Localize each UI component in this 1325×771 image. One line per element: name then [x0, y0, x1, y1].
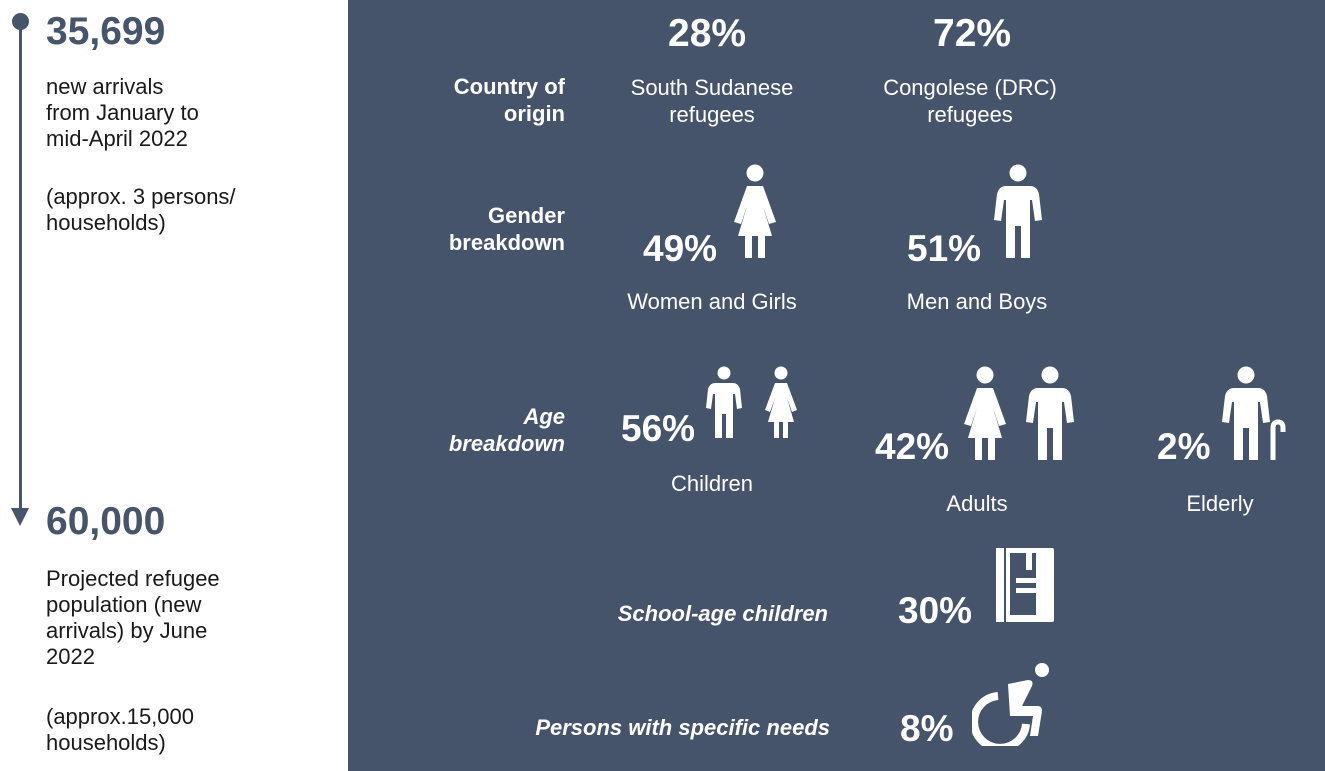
label-congolese: Congolese (DRC) refugees: [883, 75, 1057, 127]
demographics-panel: Country of origin 28% South Sudanese ref…: [348, 0, 1325, 771]
woman-icon: [734, 164, 776, 258]
arrivals-note: (approx. 3 persons/ households): [46, 184, 236, 235]
book-icon: [996, 548, 1054, 622]
arrivals-number: 35,699: [46, 10, 166, 53]
label-women: Women and Girls: [627, 289, 797, 314]
percent-adults: 42%: [875, 426, 950, 467]
row-label-school: School-age children: [617, 601, 828, 626]
projection-note: (approx.15,000 households): [46, 704, 194, 755]
label-children: Children: [671, 471, 753, 496]
timeline-arrow-icon: [11, 508, 29, 526]
percent-children: 56%: [621, 408, 696, 449]
percent-elderly: 2%: [1157, 426, 1211, 467]
label-men: Men and Boys: [906, 289, 1048, 314]
timeline-start-dot: [12, 13, 29, 30]
percent-school: 30%: [898, 590, 973, 631]
adults-icon: [964, 366, 1074, 460]
percent-women: 49%: [643, 228, 718, 269]
percent-south-sudanese: 28%: [668, 12, 747, 55]
percent-congolese: 72%: [933, 12, 1012, 55]
row-label-needs: Persons with specific needs: [535, 715, 830, 740]
man-icon: [994, 164, 1042, 258]
row-label-gender: Gender breakdown: [448, 203, 565, 255]
wheelchair-icon: [972, 663, 1049, 746]
elderly-icon: [1222, 366, 1286, 460]
label-adults: Adults: [946, 491, 1008, 516]
row-label-age: Age breakdown: [448, 404, 565, 456]
timeline-line: [19, 22, 22, 510]
children-icon: [706, 366, 797, 438]
row-label-country: Country of origin: [453, 74, 565, 126]
label-south-sudanese: South Sudanese refugees: [630, 75, 794, 127]
label-elderly: Elderly: [1186, 491, 1254, 516]
arrivals-text: new arrivals from January to mid-April 2…: [46, 74, 199, 151]
projection-number: 60,000: [46, 500, 166, 543]
timeline-panel: 35,699 new arrivals from January to mid-…: [0, 0, 348, 771]
projection-text: Projected refugee population (new arriva…: [46, 566, 220, 669]
percent-men: 51%: [907, 228, 982, 269]
percent-needs: 8%: [900, 708, 954, 749]
